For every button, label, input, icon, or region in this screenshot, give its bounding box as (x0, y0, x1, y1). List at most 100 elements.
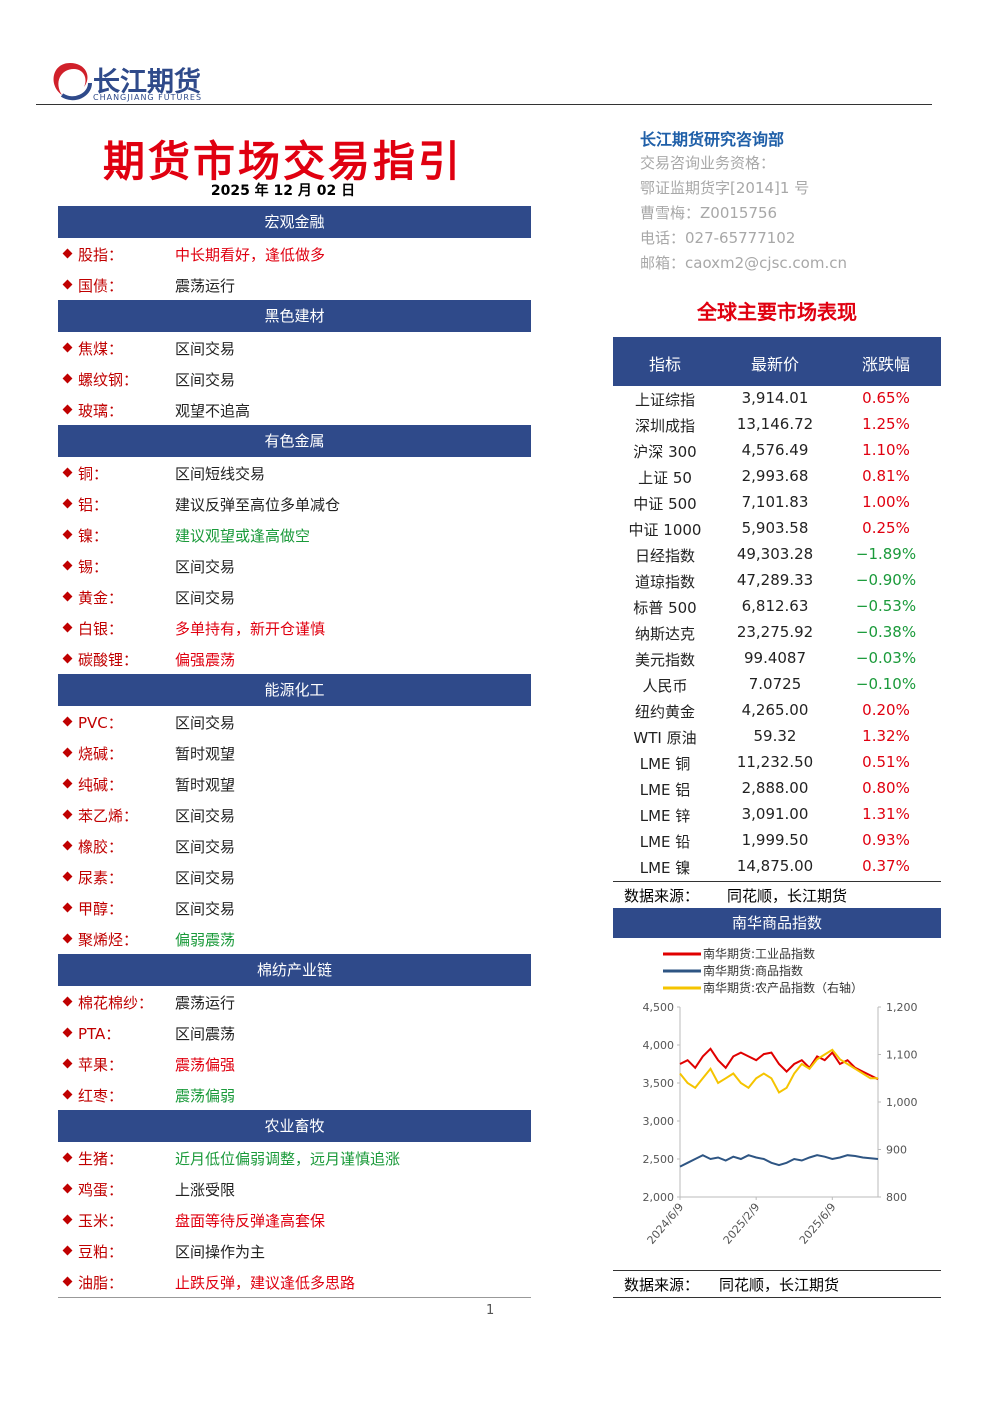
item-view: 区间交易 (175, 807, 236, 825)
series-line (679, 1048, 878, 1094)
table-cell: 0.93% (862, 831, 910, 849)
bullet (62, 1245, 73, 1256)
tick-label: 4,500 (643, 1001, 675, 1014)
table-cell: 0.81% (862, 467, 910, 485)
table-cell: 13,146.72 (736, 415, 814, 433)
table-cell: 道琼指数 (634, 573, 695, 591)
tick-label: 3,500 (643, 1077, 675, 1090)
tick-label: 4,000 (643, 1039, 675, 1052)
bullet (62, 1276, 73, 1287)
doc-title: 期货市场交易指引 (102, 137, 463, 186)
item-name: 铝： (78, 496, 109, 514)
table-cell: 1,999.50 (741, 831, 809, 849)
item-name: 玻璃： (78, 402, 124, 420)
bullet (62, 902, 73, 913)
table-cell: 4,576.49 (741, 441, 809, 459)
table-cell: 0.25% (862, 519, 910, 537)
item-view: 建议观望或逢高做空 (175, 527, 311, 545)
table-cell: 美元指数 (634, 651, 695, 669)
section-header: 棉纺产业链 (58, 954, 531, 986)
item-view: 上涨受限 (175, 1181, 236, 1199)
table-cell: 纳斯达克 (634, 625, 695, 643)
bullet (62, 653, 73, 664)
item-view: 观望不追高 (175, 402, 251, 420)
item-name: 棉花棉纱： (78, 994, 154, 1012)
tick-label: 800 (886, 1191, 907, 1204)
header-rule (36, 104, 932, 105)
table-cell: −0.10% (855, 675, 917, 693)
tick-label: 900 (886, 1144, 907, 1157)
tick-label: 1,000 (886, 1096, 918, 1109)
item-view: 震荡运行 (175, 994, 236, 1012)
table-cell: 0.65% (862, 389, 910, 407)
table-cell: 上证综指 (634, 391, 695, 409)
item-name: 镍： (78, 527, 109, 545)
bullet (62, 529, 73, 540)
item-name: 烧碱： (78, 745, 124, 763)
dept: 长江期货研究咨询部 (640, 130, 785, 149)
table-cell: 中证 1000 (628, 521, 702, 539)
bullet (62, 1183, 73, 1194)
contact-line: 曹雪梅：Z0015756 (640, 204, 778, 222)
bullet (62, 1214, 73, 1225)
legend-label: 南华期货:工业品指数 (703, 946, 815, 961)
table-cell: 6,812.63 (741, 597, 809, 615)
table-cell: 2,888.00 (741, 779, 809, 797)
table-cell: LME 铝 (639, 781, 691, 799)
item-view: 区间交易 (175, 371, 236, 389)
table-header (613, 337, 941, 386)
item-view: 偏弱震荡 (175, 931, 236, 949)
table-cell: 11,232.50 (736, 753, 814, 771)
item-view: 盘面等待反弹逢高套保 (175, 1212, 326, 1230)
section-rule (58, 1297, 531, 1298)
item-view: 区间震荡 (175, 1025, 236, 1043)
item-view: 偏强震荡 (175, 651, 236, 669)
item-view: 近月低位偏弱调整，远月谨慎追涨 (175, 1150, 401, 1168)
item-name: 橡胶： (78, 838, 124, 856)
logo-en: CHANGJIANG FUTURES (93, 93, 203, 102)
bullet (62, 996, 73, 1007)
item-view: 多单持有，新开仓谨慎 (175, 620, 326, 638)
item-view: 区间交易 (175, 589, 236, 607)
bullet (62, 622, 73, 633)
item-view: 中长期看好，逢低做多 (175, 246, 326, 264)
item-name: PVC： (78, 714, 123, 732)
table-cell: 1.00% (862, 493, 910, 511)
table-cell: 14,875.00 (736, 857, 814, 875)
table-cell: 0.80% (862, 779, 910, 797)
table-cell: 7.0725 (748, 675, 802, 693)
bullet (62, 933, 73, 944)
table-cell: LME 铜 (639, 755, 691, 773)
table-cell: −0.90% (855, 571, 917, 589)
bullet (62, 778, 73, 789)
item-name: 豆粕： (78, 1243, 124, 1261)
item-name: 白银： (78, 620, 124, 638)
item-view: 区间交易 (175, 838, 236, 856)
table-cell: 49,303.28 (736, 545, 814, 563)
table-cell: 中证 500 (633, 495, 697, 513)
section-header: 农业畜牧 (58, 1110, 531, 1142)
table-cell: 0.20% (862, 701, 910, 719)
x-tick-label: 2024/6/9 (645, 1201, 687, 1247)
item-name: 鸡蛋： (78, 1181, 124, 1199)
contact-line: 交易咨询业务资格： (640, 154, 776, 172)
table-cell: 47,289.33 (736, 571, 814, 589)
source: 同花顺，长江期货 (719, 1276, 840, 1294)
market-title: 全球主要市场表现 (697, 300, 857, 324)
bullet (62, 809, 73, 820)
section-header: 黑色建材 (58, 300, 531, 332)
rule (613, 1270, 941, 1271)
item-name: 红枣： (78, 1087, 124, 1105)
table-cell: 0.37% (862, 857, 910, 875)
tick-label: 2,500 (643, 1153, 675, 1166)
item-view: 区间交易 (175, 340, 236, 358)
table-cell: 1.31% (862, 805, 910, 823)
table-cell: 上证 50 (638, 469, 692, 487)
item-name: 聚烯烃： (78, 931, 139, 949)
item-view: 建议反弹至高位多单减仓 (175, 496, 341, 514)
contact-line: 鄂证监期货字[2014]1 号 (640, 179, 810, 197)
doc-date: 2025 年 12 月 02 日 (210, 183, 356, 199)
tick-label: 2,000 (643, 1191, 675, 1204)
item-view: 区间交易 (175, 714, 236, 732)
item-view: 区间操作为主 (175, 1243, 266, 1261)
